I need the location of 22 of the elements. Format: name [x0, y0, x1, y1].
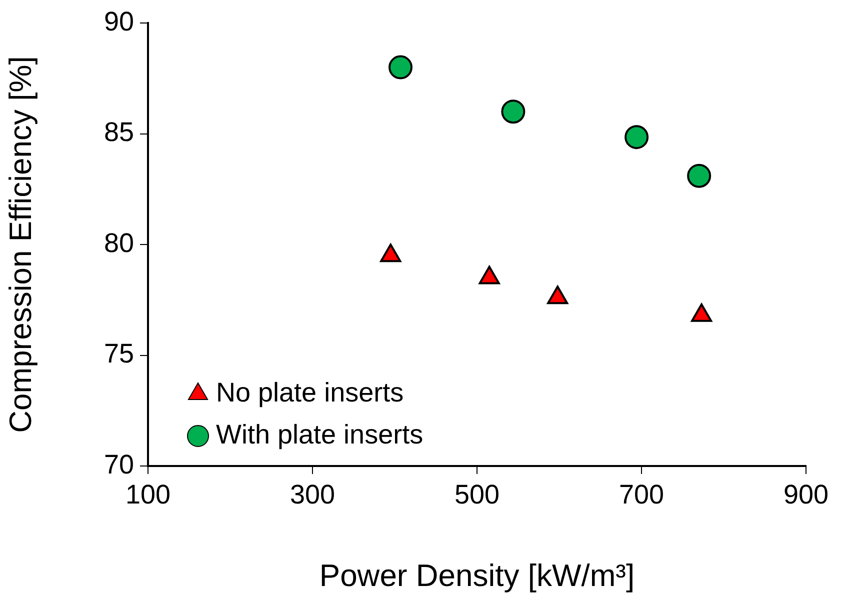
- point: [501, 100, 526, 124]
- point: [380, 244, 402, 262]
- point: [547, 286, 568, 304]
- x-axis-title: Power Density [kW/m³]: [319, 558, 635, 593]
- y-tick-label: 75: [104, 338, 134, 369]
- y-axis-title: Compression Efficiency [%]: [3, 56, 38, 433]
- point: [624, 125, 649, 150]
- point: [478, 266, 500, 284]
- x-tick-label: 700: [618, 480, 664, 510]
- x-tick-label: 900: [783, 480, 829, 510]
- x-tick-label: 100: [125, 480, 171, 510]
- x-tick-label: 500: [454, 480, 500, 510]
- y-tick-label: 80: [104, 228, 134, 258]
- y-tick-label: 85: [104, 117, 134, 148]
- legend-label: No plate inserts: [216, 377, 404, 408]
- x-tick-label: 300: [290, 480, 336, 510]
- legend-label: With plate inserts: [216, 419, 424, 450]
- point: [691, 303, 712, 322]
- point: [687, 164, 712, 188]
- y-tick-label: 90: [104, 6, 134, 36]
- y-tick-label: 70: [104, 449, 134, 480]
- point: [388, 55, 413, 80]
